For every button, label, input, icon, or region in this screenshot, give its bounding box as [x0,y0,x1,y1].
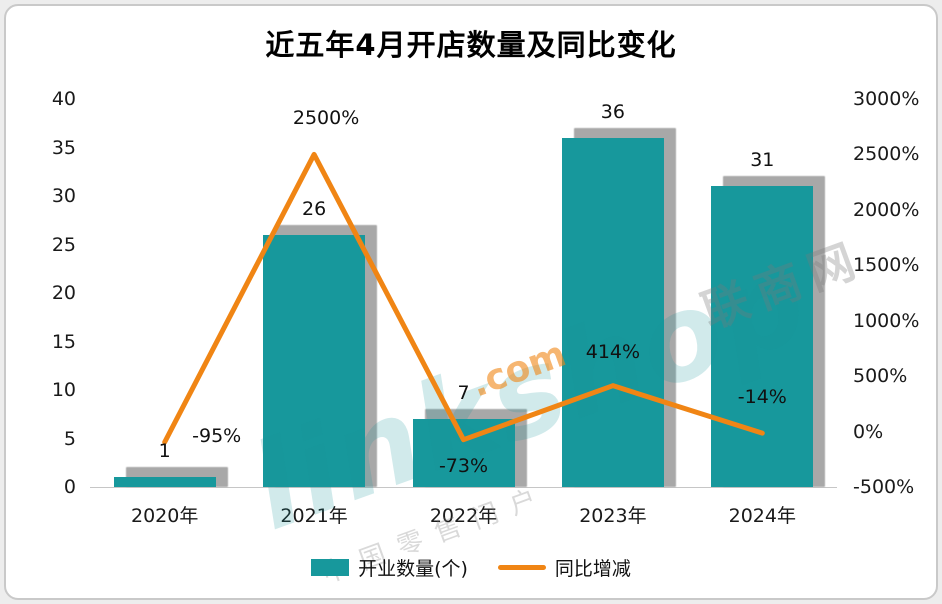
bar-value-label: 36 [600,100,625,123]
line-value-label: 2500% [292,107,360,130]
bar-value-label: 26 [302,197,327,220]
legend-bar-label: 开业数量(个) [358,558,468,580]
left-axis-tick: 0 [63,476,76,498]
right-axis-tick: 2000% [853,198,920,221]
left-axis-tick: 25 [51,233,76,256]
bar-value-label: 31 [750,149,775,172]
right-axis-tick: 0% [853,420,884,443]
left-axis-tick: 35 [51,136,76,159]
bar-2021年 [263,234,366,487]
line-value-label: -73% [438,454,489,477]
x-axis-label-2021年: 2021年 [280,505,348,527]
line-series-swatch [497,565,546,570]
left-axis-tick: 5 [63,427,76,450]
bar-2022年 [412,419,515,487]
left-axis-tick: 15 [51,330,76,353]
line-value-label: -14% [737,386,787,409]
legend-line-label: 同比增减 [554,558,631,580]
right-axis-tick: -500% [853,476,915,498]
chart-card: 近五年4月开店数量及同比变化 linkshop .com 联商网 中国零售门户 … [4,4,938,600]
legend-item-line: 同比增减 [497,554,631,581]
bar-value-label: 7 [457,382,470,405]
line-value-label: -95% [192,425,242,448]
plot-area: linkshop .com 联商网 中国零售门户 1 26 7 36 31 -95% 250… [90,99,871,590]
x-axis-label-2020年: 2020年 [131,505,199,527]
yoy-line [162,151,765,445]
bar-value-label: 1 [158,440,171,463]
x-axis-label-2022年: 2022年 [429,505,498,527]
bar-2024年 [711,186,814,487]
bar-2020年 [113,477,216,487]
right-axis-tick: 3000% [853,88,920,110]
left-axis-tick: 40 [51,88,76,110]
right-axis-tick: 1000% [853,309,920,332]
left-axis-tick: 20 [51,282,76,304]
right-axis-tick: 2500% [853,143,920,166]
right-axis-tick: 1500% [853,254,920,277]
right-axis-tick: 500% [853,365,908,388]
legend-item-bars: 开业数量(个) [311,554,468,581]
chart-title: 近五年4月开店数量及同比变化 [265,28,677,62]
x-axis-label-2024年: 2024年 [728,505,796,527]
legend: 开业数量(个) 同比增减 [6,554,936,581]
bar-series-swatch [311,559,350,576]
left-axis-tick: 30 [51,185,76,207]
x-axis-label-2023年: 2023年 [579,505,647,527]
left-axis-tick: 10 [51,379,76,401]
bar-2023年 [561,137,664,487]
x-axis-line [90,487,837,488]
line-value-label: 414% [585,340,641,363]
